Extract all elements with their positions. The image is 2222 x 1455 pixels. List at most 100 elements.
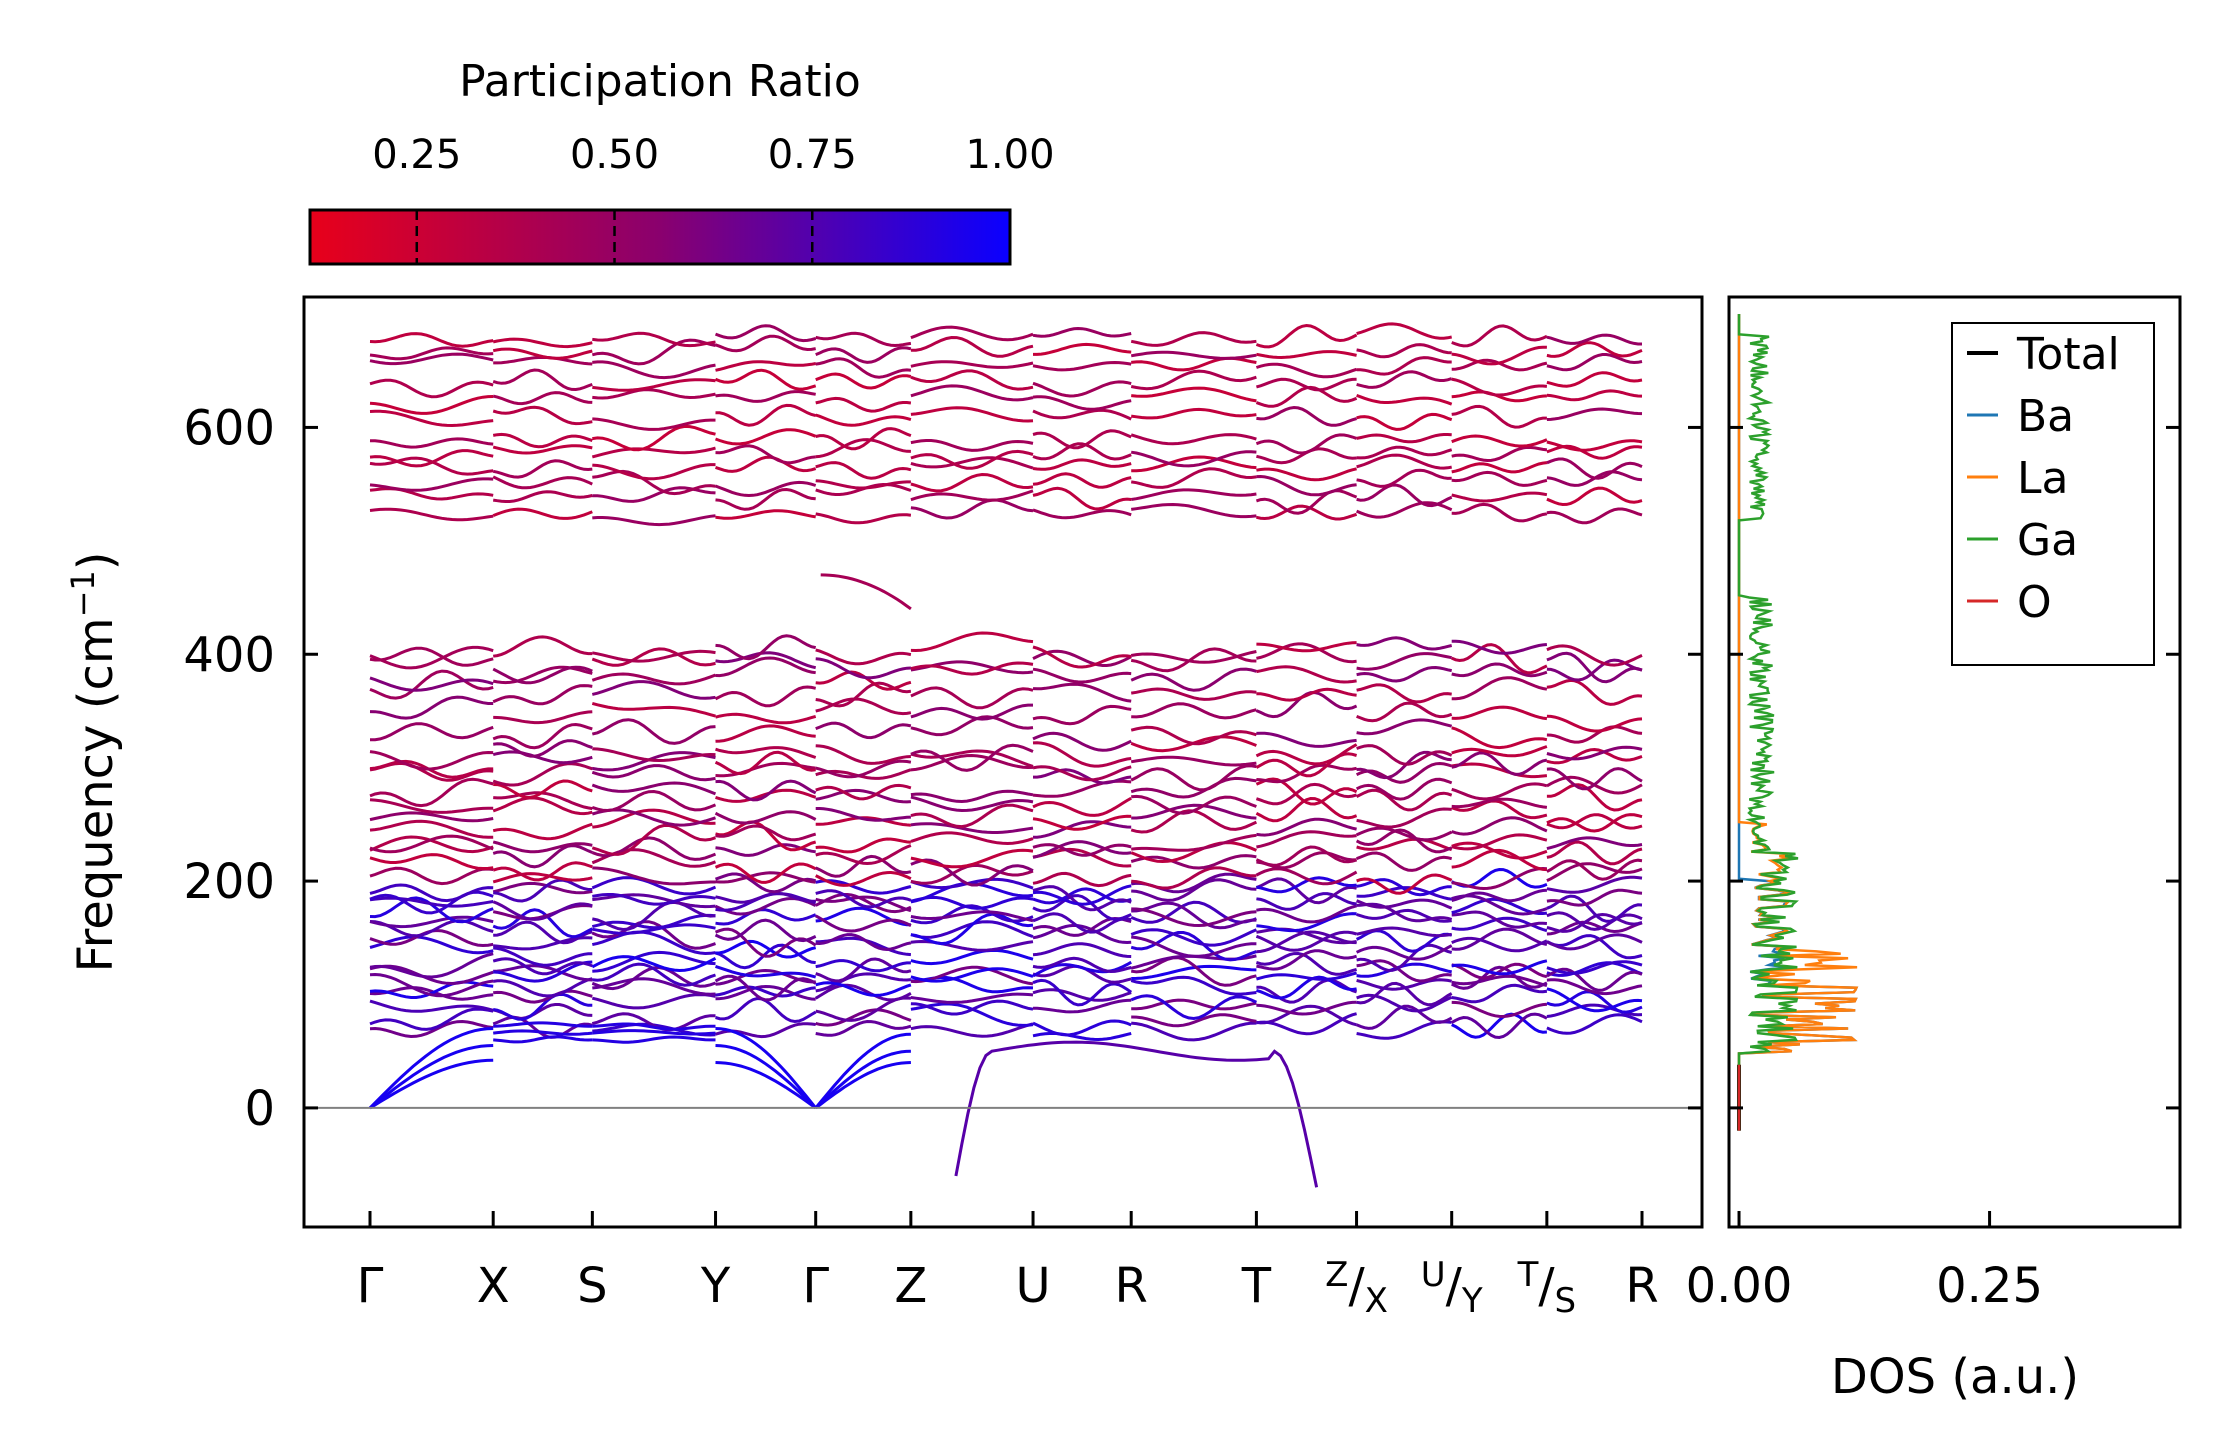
band-branch xyxy=(1356,701,1453,723)
band-branch xyxy=(592,469,716,496)
band-branch xyxy=(592,486,716,503)
band-branch xyxy=(492,635,593,658)
band-branch xyxy=(592,962,716,987)
band-branch xyxy=(1356,851,1453,872)
band-branch xyxy=(1546,714,1643,733)
band-branch xyxy=(1356,807,1452,829)
band-branch xyxy=(1032,1019,1132,1037)
band-branch xyxy=(492,368,593,392)
band-branch xyxy=(1130,928,1258,947)
band-branch xyxy=(814,983,912,1002)
band-branch xyxy=(910,965,1034,986)
dos-x-tick-label: 0.00 xyxy=(1686,1258,1793,1314)
band-branch xyxy=(1032,380,1132,398)
band-branch xyxy=(1130,331,1257,347)
band-branch xyxy=(1255,743,1358,766)
band-branch xyxy=(815,346,912,364)
band-branch xyxy=(492,475,593,490)
band-branch xyxy=(1356,1004,1453,1030)
band-branch xyxy=(493,1029,593,1036)
band-branch xyxy=(1451,799,1548,820)
band-branch xyxy=(592,463,716,481)
colorbar-gradient xyxy=(308,208,1012,266)
band-branch xyxy=(369,972,494,998)
band-branch xyxy=(1356,898,1453,910)
label-slash: / xyxy=(1538,1258,1555,1314)
band-branch xyxy=(1131,964,1257,980)
band-branch xyxy=(369,409,494,428)
band-branch xyxy=(369,1007,494,1031)
band-branch xyxy=(1546,507,1643,525)
band-branch xyxy=(492,900,593,921)
band-branch xyxy=(1355,777,1453,801)
band-branch xyxy=(1451,502,1548,523)
band-branch xyxy=(815,996,912,1022)
band-branch xyxy=(1356,1020,1452,1040)
band-branch xyxy=(591,823,716,856)
band-branch xyxy=(592,1035,716,1044)
band-branch xyxy=(715,964,817,979)
band-branch xyxy=(1255,362,1358,379)
band-branch xyxy=(369,811,494,823)
band-branch xyxy=(1546,353,1643,372)
band-branch xyxy=(492,722,593,750)
band-branch xyxy=(1256,817,1357,837)
band-branch xyxy=(493,779,593,799)
band-branch xyxy=(910,904,1034,925)
band-branch xyxy=(1032,894,1132,921)
band-branch xyxy=(592,1029,716,1036)
band-branch xyxy=(592,378,716,392)
band-branch xyxy=(1355,761,1453,784)
band-branch xyxy=(369,980,494,999)
dos-lines xyxy=(1737,314,1859,1131)
band-branch xyxy=(592,893,716,909)
band-branch xyxy=(910,743,1034,772)
band-branch xyxy=(1256,405,1358,427)
band-branch xyxy=(1130,450,1257,468)
band-branch xyxy=(492,347,593,360)
band-branch xyxy=(591,446,716,459)
colorbar-tick-label: 0.25 xyxy=(372,132,461,178)
acoustic-branch xyxy=(368,1027,494,1109)
band-branch xyxy=(1451,959,1548,976)
band-branch xyxy=(1255,877,1357,905)
band-branch xyxy=(1032,667,1132,684)
y-tick-label: 0 xyxy=(244,1081,275,1137)
band-branch xyxy=(1451,745,1548,758)
band-branch xyxy=(1255,385,1358,408)
band-branch xyxy=(1032,956,1132,974)
band-branch xyxy=(820,573,912,611)
band-branch xyxy=(1546,341,1643,358)
band-branch xyxy=(1032,649,1132,667)
band-branch xyxy=(1256,949,1358,971)
band-branch xyxy=(714,862,817,884)
legend-label: Ga xyxy=(2017,515,2078,566)
band-branch xyxy=(815,512,912,525)
band-branch xyxy=(492,840,593,854)
band-branch xyxy=(492,762,593,787)
band-branch xyxy=(814,914,912,933)
band-branch xyxy=(1131,794,1257,815)
band-branch xyxy=(1255,323,1358,349)
band-branch xyxy=(910,449,1034,470)
band-branch xyxy=(1356,683,1452,704)
high-symmetry-label: S xyxy=(577,1258,607,1314)
band-branch xyxy=(1356,665,1452,683)
band-branch xyxy=(1032,682,1132,703)
band-branch xyxy=(715,656,816,678)
legend-label: O xyxy=(2017,577,2052,628)
high-symmetry-label: R xyxy=(1115,1258,1148,1314)
band-branch xyxy=(369,834,494,854)
band-branch xyxy=(1546,961,1643,977)
band-branch xyxy=(815,893,912,914)
acoustic-branch xyxy=(814,1061,911,1110)
band-branch xyxy=(1546,967,1643,992)
band-branch xyxy=(492,750,593,765)
band-branch xyxy=(591,680,716,700)
band-branch xyxy=(1131,866,1257,890)
band-branch xyxy=(1355,788,1453,812)
legend-label: Ba xyxy=(2017,391,2074,442)
band-branch xyxy=(1451,726,1548,750)
band-branch xyxy=(910,948,1034,966)
band-branch xyxy=(1130,956,1257,987)
